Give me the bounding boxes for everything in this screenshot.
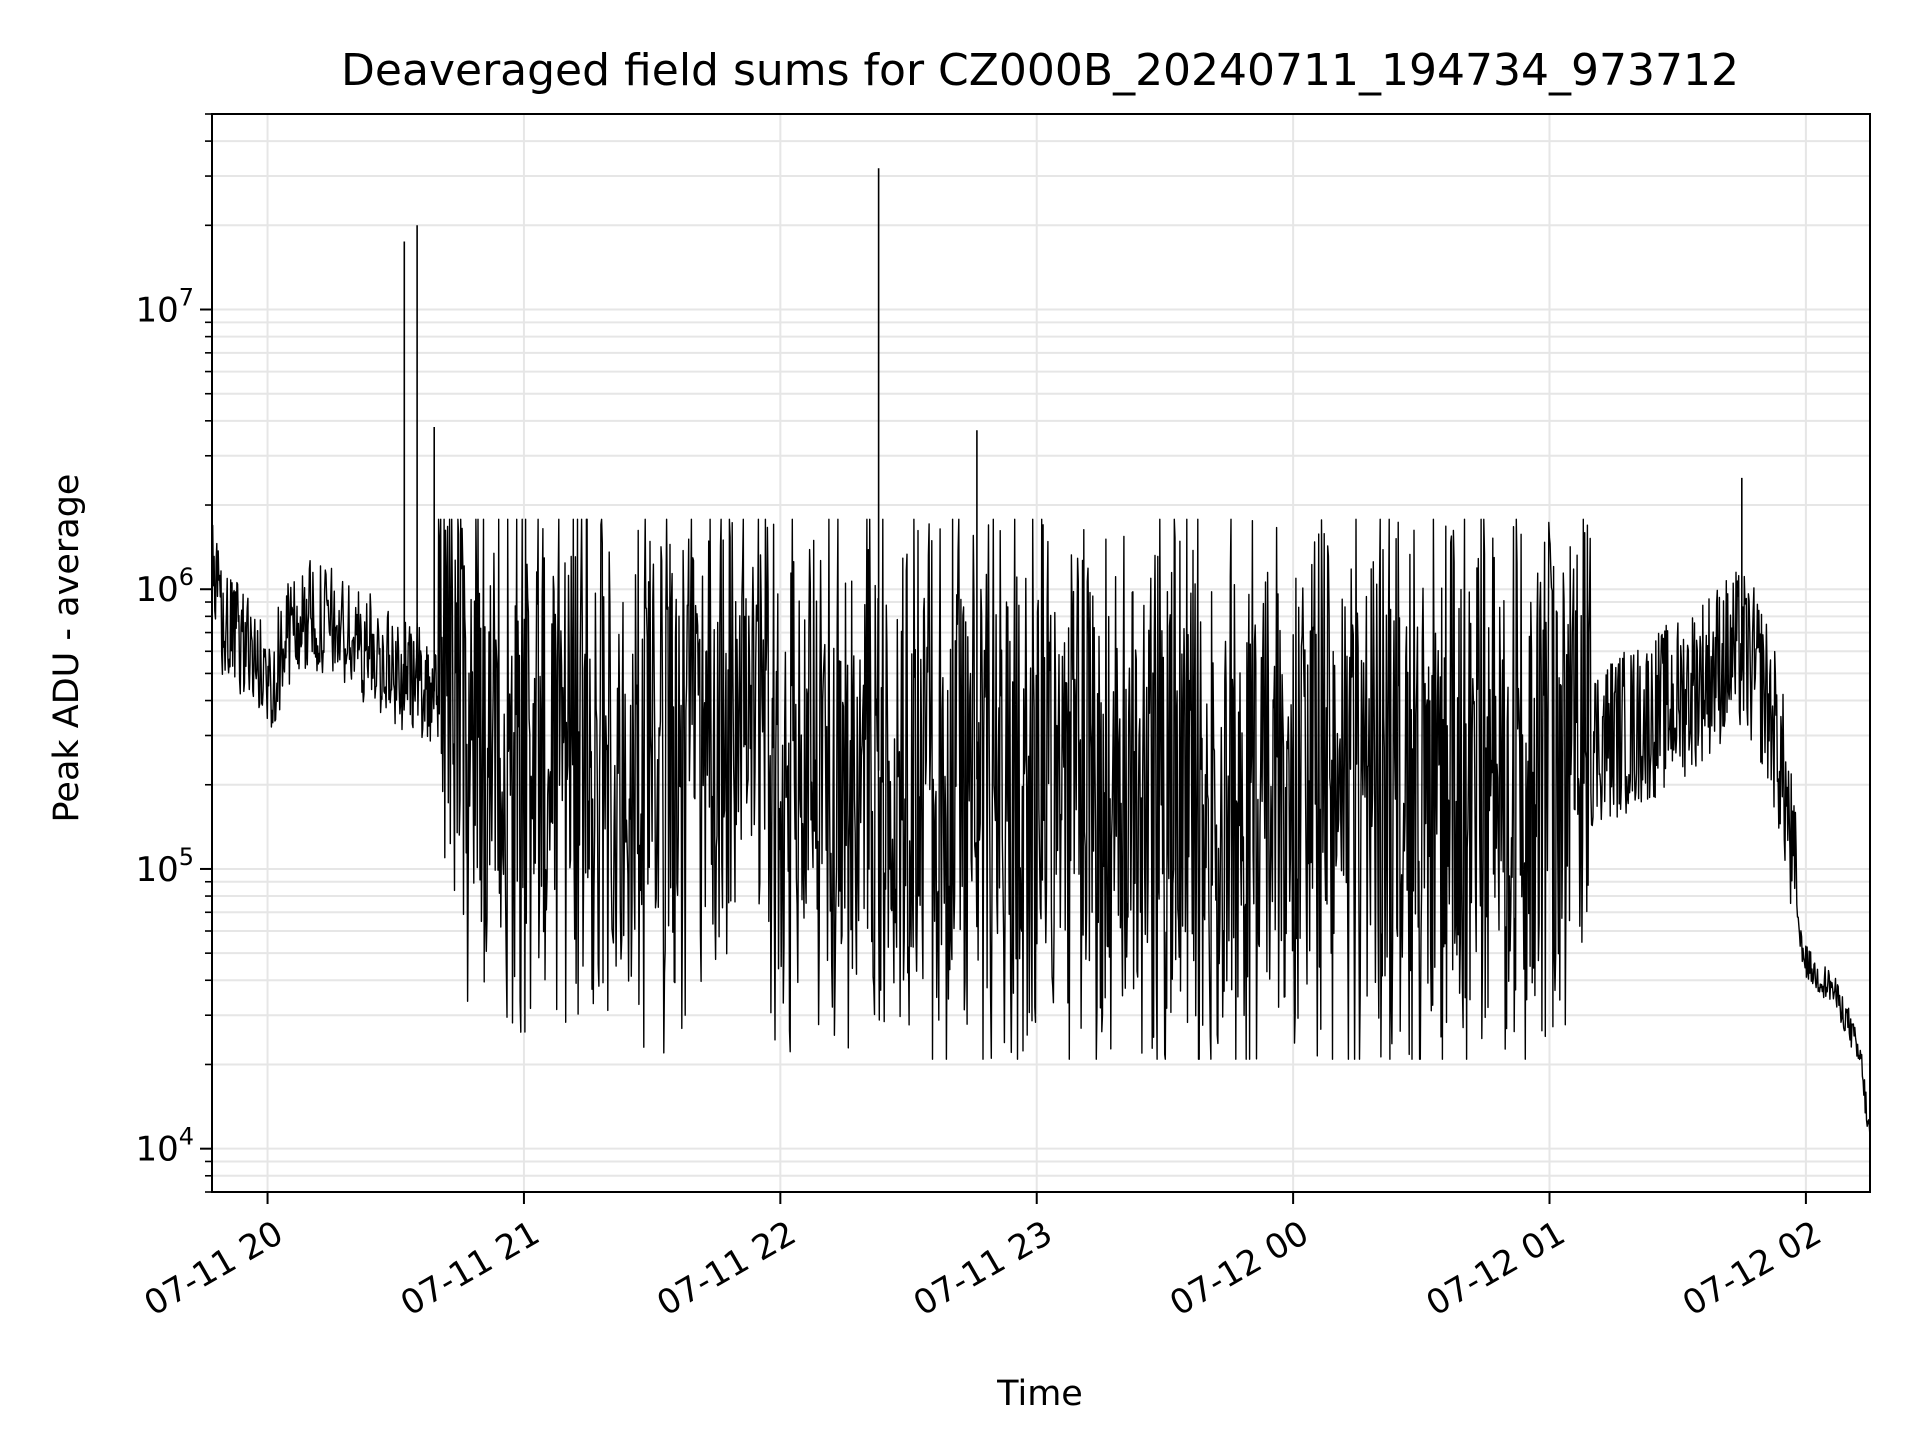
x-tick-label: 07-12 00	[1163, 1213, 1315, 1324]
plot-frame	[211, 113, 1871, 1193]
y-tick-label-base: 10	[135, 291, 178, 331]
x-tick-label: 07-11 22	[650, 1213, 802, 1324]
y-tick-label: 106	[135, 563, 194, 610]
x-tick-label: 07-11 23	[907, 1213, 1059, 1324]
x-tick-label: 07-12 01	[1420, 1213, 1572, 1324]
y-axis-title: Peak ADU - average	[47, 474, 87, 823]
x-tick-label: 07-11 21	[394, 1213, 546, 1324]
series-line	[211, 518, 1871, 1138]
x-tick-label: 07-12 02	[1676, 1213, 1828, 1324]
series-layer	[211, 168, 1871, 1138]
y-tick-label-exponent: 7	[179, 284, 194, 312]
x-tick-label: 07-11 20	[138, 1213, 290, 1324]
y-tick-label-exponent: 6	[179, 563, 194, 591]
y-tick-label: 107	[135, 284, 194, 331]
y-tick-label-base: 10	[135, 850, 178, 890]
x-axis-title: Time	[996, 1374, 1083, 1414]
y-tick-label-base: 10	[135, 570, 178, 610]
y-tick-label-exponent: 4	[179, 1123, 194, 1151]
y-tick-label: 105	[135, 843, 194, 890]
y-tick-label-exponent: 5	[179, 843, 194, 871]
chart-title: Deaveraged field sums for CZ000B_2024071…	[341, 45, 1739, 96]
y-tick-label-base: 10	[135, 1130, 178, 1170]
y-tick-label: 104	[135, 1123, 194, 1170]
x-axis-ticks: 07-11 20 07-11 21 07-11 22 07-11 23 07-12 00…	[138, 1192, 1828, 1324]
